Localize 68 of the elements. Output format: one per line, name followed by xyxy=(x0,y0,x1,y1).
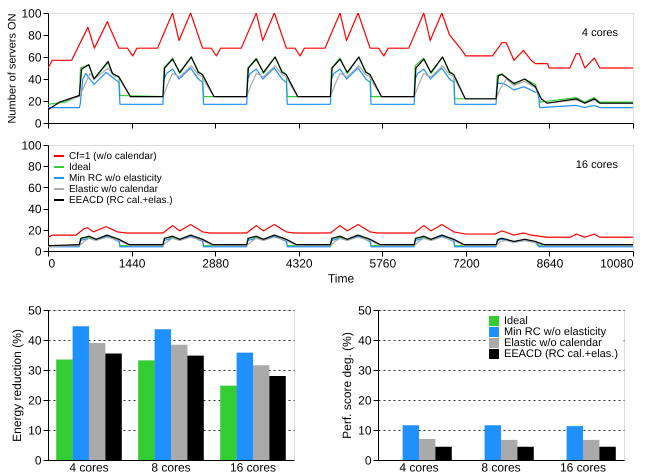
bar xyxy=(402,425,419,460)
y-tick-label: 40 xyxy=(28,202,42,216)
legend-label: Cf=1 (w/o calendar) xyxy=(69,151,157,162)
x-tick-label: 0 xyxy=(48,256,56,270)
y-tick-label: 10 xyxy=(358,424,372,438)
bar xyxy=(253,365,270,460)
bar xyxy=(220,386,237,460)
legend-label: Ideal xyxy=(504,315,528,327)
bar xyxy=(501,440,518,460)
y-axis-title: Energy reduction (%) xyxy=(10,329,24,442)
y-tick-label: 100 xyxy=(21,138,42,152)
y-tick-label: 30 xyxy=(358,364,372,378)
x-tick-label: 8 cores xyxy=(481,460,521,474)
y-tick-label: 20 xyxy=(28,223,42,238)
annotation: 4 cores xyxy=(582,27,618,39)
y-axis-title: Number of servers ON xyxy=(6,13,18,124)
x-tick-label: 4 cores xyxy=(69,460,109,474)
y-tick-label: 80 xyxy=(28,28,42,42)
x-tick-label: 7200 xyxy=(453,256,480,270)
legend-label: Ideal xyxy=(69,162,91,173)
bar xyxy=(171,344,188,460)
legend-label: Min RC w/o elasticity xyxy=(504,326,607,338)
x-tick-label: 8640 xyxy=(536,256,564,270)
y-tick-label: 30 xyxy=(28,364,42,378)
y-tick-label: 10 xyxy=(28,424,42,438)
legend-label: Min RC w/o elasticity xyxy=(69,173,162,184)
x-tick-label: 1440 xyxy=(118,256,146,270)
legend-label: Elastic w/o calendar xyxy=(504,337,602,349)
x-tick-label: 16 cores xyxy=(560,460,606,474)
x-tick-label: 8 cores xyxy=(151,460,191,474)
y-tick-label: 40 xyxy=(28,334,42,348)
bar xyxy=(236,352,253,460)
y-tick-label: 20 xyxy=(358,394,372,408)
x-tick-label: 4320 xyxy=(286,256,313,270)
bar xyxy=(138,360,155,460)
line-series xyxy=(48,13,633,69)
y-tick-label: 60 xyxy=(28,50,42,64)
y-tick-label: 0 xyxy=(34,116,42,130)
y-tick-label: 50 xyxy=(358,304,372,318)
y-tick-label: 40 xyxy=(358,334,372,348)
bar xyxy=(154,329,171,460)
x-axis-title: Time xyxy=(328,272,354,286)
y-tick-label: 50 xyxy=(28,304,42,318)
bar xyxy=(566,426,583,460)
line-series xyxy=(48,224,633,238)
legend-label: EEACD (RC cal.+elas.) xyxy=(69,195,173,206)
bar xyxy=(583,440,600,460)
y-tick-label: 100 xyxy=(21,6,42,20)
y-tick-label: 0 xyxy=(34,244,42,258)
y-tick-label: 40 xyxy=(28,72,42,86)
bar xyxy=(56,360,73,460)
bar xyxy=(419,439,436,460)
y-tick-label: 80 xyxy=(28,160,42,174)
y-tick-label: 20 xyxy=(28,94,42,108)
x-tick-label: 4 cores xyxy=(399,460,439,474)
bar xyxy=(89,343,106,460)
x-tick-label: 16 cores xyxy=(230,460,276,474)
x-tick-label: 10080 xyxy=(600,256,634,270)
bar xyxy=(72,326,89,460)
legend-label: Elastic w/o calendar xyxy=(69,184,159,195)
bar xyxy=(484,425,501,460)
y-tick-label: 20 xyxy=(28,394,42,408)
y-axis-title: Perf. score deg. (%) xyxy=(340,332,354,439)
x-tick-label: 5760 xyxy=(369,256,396,270)
legend-label: EEACD (RC cal.+elas.) xyxy=(504,348,618,360)
y-tick-label: 60 xyxy=(28,180,42,195)
x-tick-label: 2880 xyxy=(202,256,230,270)
annotation: 16 cores xyxy=(576,159,618,171)
